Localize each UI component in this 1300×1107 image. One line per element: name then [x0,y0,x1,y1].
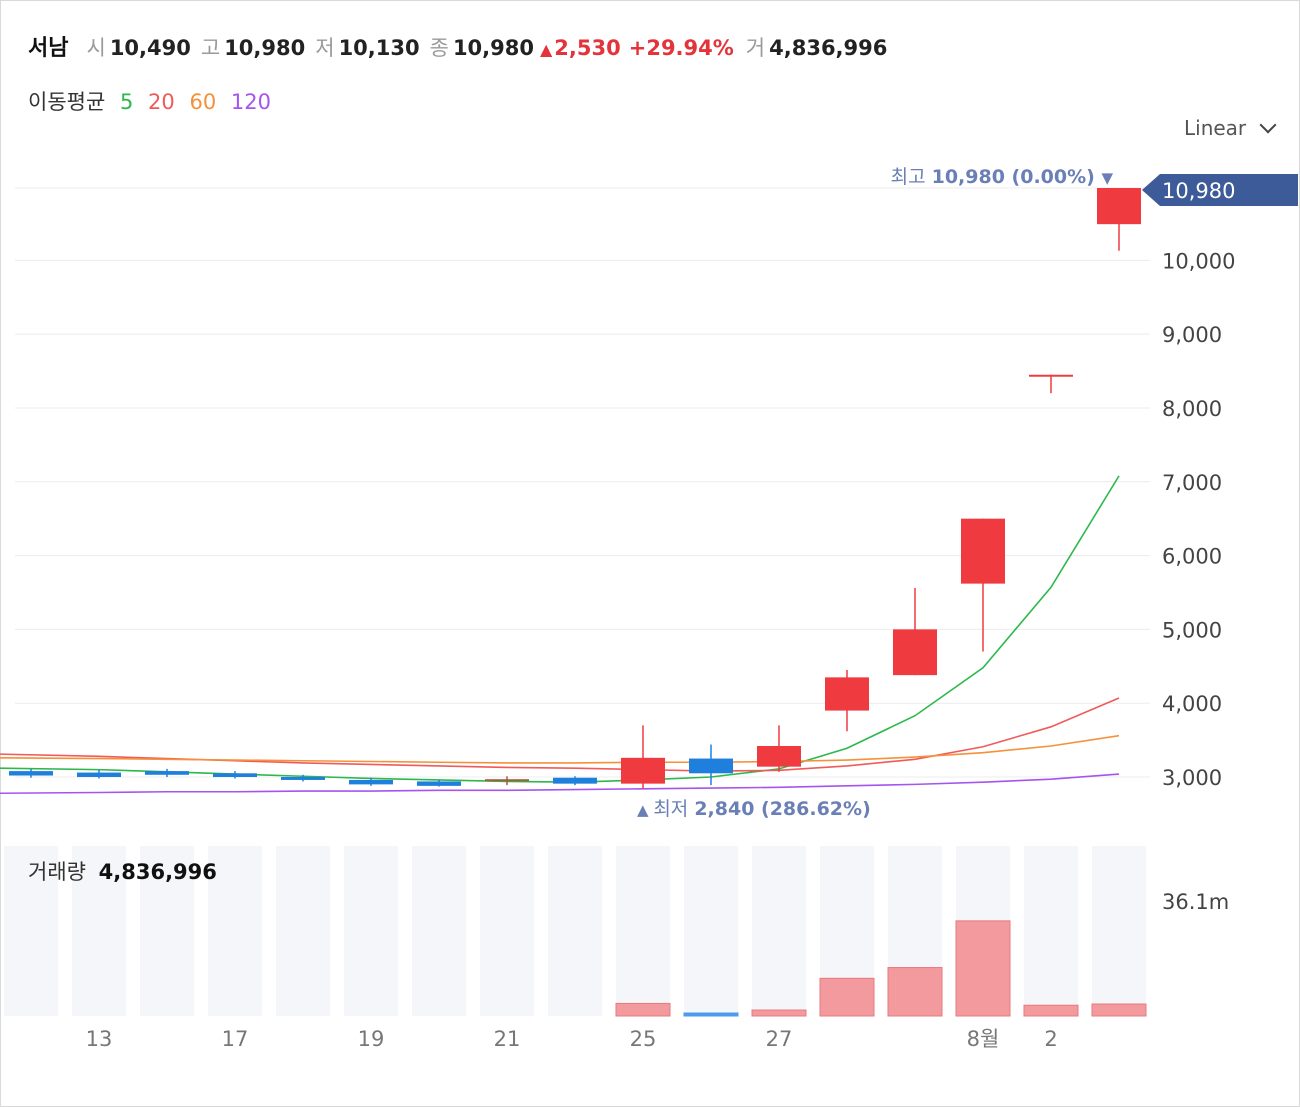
volume-column-bg [684,846,738,1016]
grid-lines [15,187,1150,778]
volume-bar [1091,1003,1147,1017]
volume-column-bg [344,846,398,1016]
moving-average-legend: 이동평균 5 20 60 120 [28,86,279,116]
low-value: 10,130 [338,36,420,60]
volume-axis-label: 36.1m [1162,890,1229,914]
candle-body [893,629,937,676]
candle-body [417,781,461,786]
high-label: 고 [200,36,221,60]
x-tick-label: 2 [1044,1027,1057,1051]
candle-body [9,771,53,776]
y-tick-label: 6,000 [1162,545,1222,569]
candle-body [213,773,257,777]
x-tick-label: 8월 [967,1027,1000,1051]
x-tick-label: 17 [222,1027,249,1051]
open-label: 시 [86,36,106,60]
volume-bars [615,920,1147,1017]
change-up-icon: ▲ [539,40,553,59]
price-badge [1142,174,1298,206]
candle-body [1097,188,1141,225]
high-value: 10,980 [224,36,306,60]
x-tick-label: 25 [630,1027,657,1051]
close-value: 10,980 [452,36,534,60]
candle-body [349,779,393,785]
candle-body [621,757,665,784]
ma-20-toggle[interactable]: 20 [148,90,175,114]
volume-bar [615,1002,671,1017]
candle-body [689,758,733,774]
ma-line-20 [0,697,1120,772]
candle-body [281,777,325,780]
candle-body [825,677,869,711]
candle-body [553,777,597,784]
volume-column-bg [752,846,806,1016]
change-value: 2,530 [554,36,621,60]
volume-column-bg [480,846,534,1016]
low-label: 저 [315,36,335,60]
ma-line-60 [0,734,1120,764]
moving-average-label: 이동평균 [28,90,106,114]
volume-bar [683,1012,739,1017]
x-tick-label: 13 [86,1027,113,1051]
volume-panel-value: 4,836,996 [98,860,217,884]
y-tick-label: 7,000 [1162,471,1222,495]
axis-labels: 3,000 4,000 5,000 6,000 7,000 8,000 9,000 10,00… [86,249,1236,1051]
stock-name: 서남 [28,36,69,61]
volume-column-bg [548,846,602,1016]
moving-average-lines [0,475,1120,795]
ma-5-toggle[interactable]: 5 [119,90,134,114]
volume-column-bg [276,846,330,1016]
volume-bar [887,967,943,1017]
volume-column-bg [140,846,194,1016]
y-tick-label: 10,000 [1162,249,1235,273]
y-tick-label: 3,000 [1162,766,1222,790]
open-value: 10,490 [109,36,191,60]
y-tick-label: 9,000 [1162,323,1222,347]
close-label: 종 [429,36,449,60]
volume-bar [1023,1004,1079,1017]
high-marker-text: 최고 10,980 (0.00%) ▼ [891,166,1114,188]
candle-body [757,746,801,767]
annotations: 최고 10,980 (0.00%) ▼ ▲ 최저 2,840 (286.62%) 1… [637,166,1298,820]
candle-body [961,518,1005,584]
volume-column-bg [72,846,126,1016]
y-tick-label: 8,000 [1162,397,1222,421]
candle-body [77,772,121,777]
volume-column-bg [616,846,670,1016]
change-percent: +29.94% [628,36,734,60]
volume-column-backgrounds [4,846,1146,1016]
volume-panel-title: 거래량 [28,860,86,884]
volume-column-bg [4,846,58,1016]
volume-column-bg [1024,846,1078,1016]
volume-column-bg [412,846,466,1016]
ma-60-toggle[interactable]: 60 [189,90,217,114]
x-tick-label: 27 [766,1027,793,1051]
volume-column-bg [1092,846,1146,1016]
low-marker-text: ▲ 최저 2,840 (286.62%) [637,798,871,820]
ma-line-120 [0,773,1120,795]
ma-120-toggle[interactable]: 120 [230,90,271,114]
scale-select-value: Linear [1184,116,1247,140]
scale-select[interactable]: Linear [1184,116,1277,140]
volume-short-label: 거 [745,36,766,60]
volume-short-value: 4,836,996 [769,36,888,60]
volume-bar [819,977,875,1017]
candles [9,188,1141,789]
x-tick-label: 21 [494,1027,521,1051]
volume-column-bg [208,846,262,1016]
volume-bar [955,920,1011,1017]
price-badge-text: 10,980 [1162,179,1235,203]
candle-body [485,779,529,782]
x-tick-label: 19 [358,1027,385,1051]
volume-panel-label: 거래량 4,836,996 [28,856,217,886]
price-summary: 서남 시 10,490 고 10,980 저 10,130 종 10,980 ▲… [28,30,897,70]
y-tick-label: 4,000 [1162,692,1222,716]
candle-body [1029,374,1073,377]
y-tick-label: 5,000 [1162,618,1222,642]
candle-body [145,771,189,775]
volume-bar [751,1009,807,1017]
